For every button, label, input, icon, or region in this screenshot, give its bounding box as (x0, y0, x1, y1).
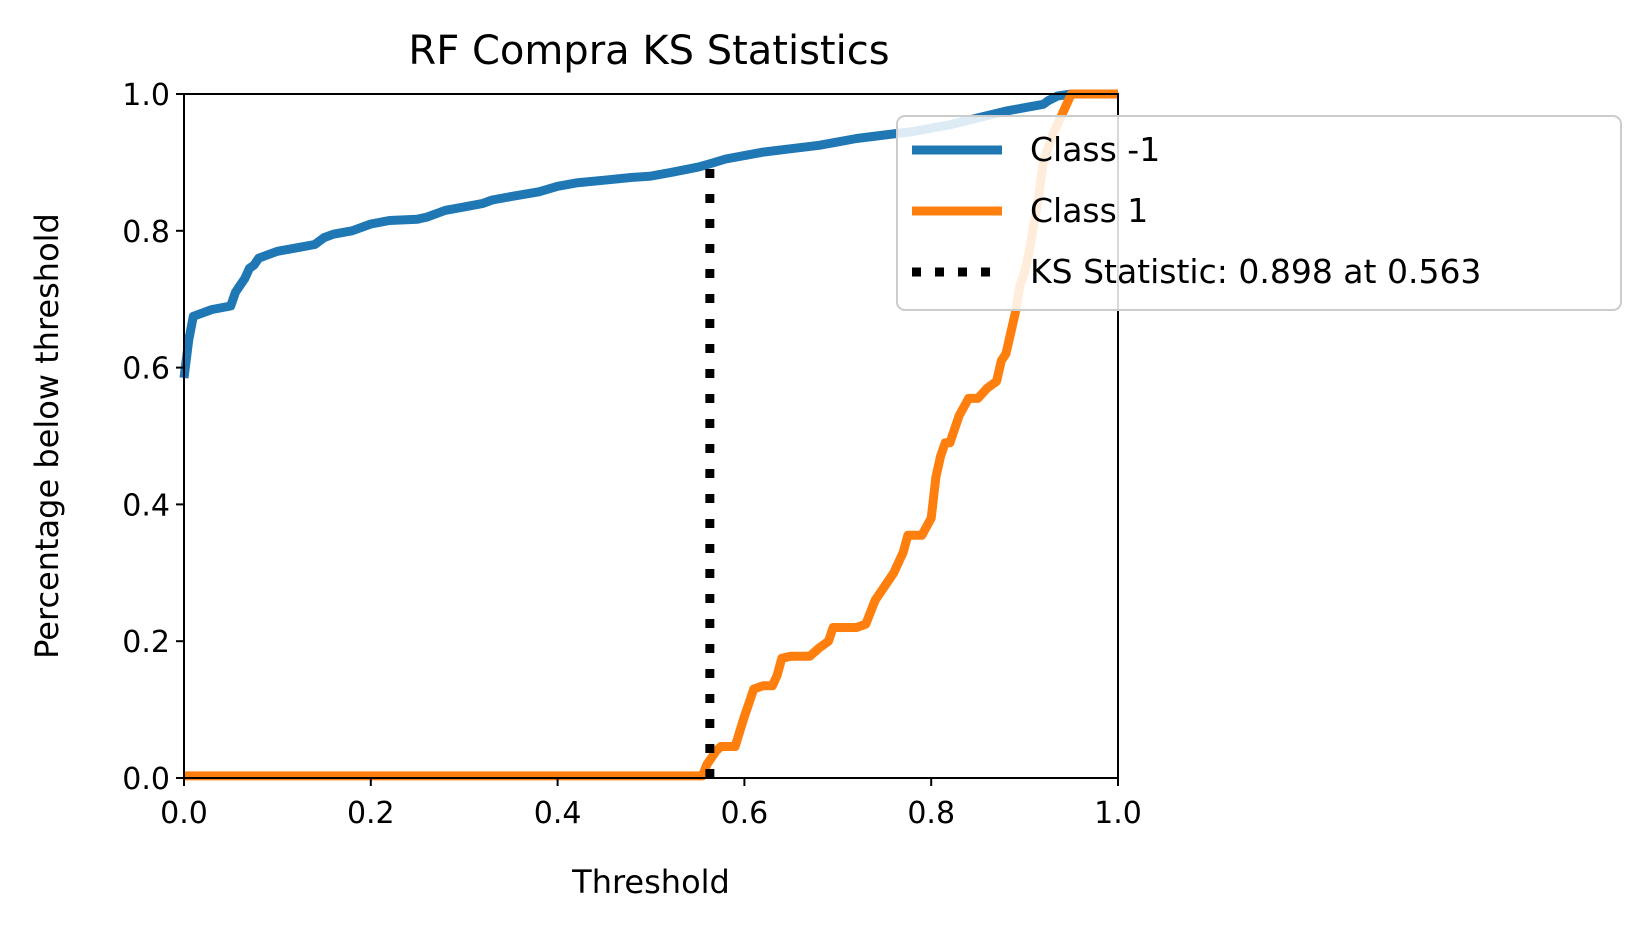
legend-label-class-1: Class 1 (1030, 191, 1148, 230)
y-tick-label: 0.0 (122, 762, 170, 797)
x-tick-label: 0.4 (534, 796, 582, 831)
legend-label-class-neg1: Class -1 (1030, 130, 1160, 169)
legend: Class -1 Class 1 KS Statistic: 0.898 at … (896, 115, 1622, 311)
x-tick-label: 0.8 (907, 796, 955, 831)
x-axis: 0.0 0.2 0.4 0.6 0.8 1.0 (160, 778, 1142, 831)
y-tick-label: 1.0 (122, 78, 170, 113)
legend-box (896, 115, 1622, 311)
y-tick-label: 0.2 (122, 625, 170, 660)
y-axis: 0.0 0.2 0.4 0.6 0.8 1.0 (122, 78, 184, 797)
chart-title: RF Compra KS Statistics (408, 28, 889, 74)
x-tick-label: 1.0 (1094, 796, 1142, 831)
x-tick-label: 0.0 (160, 796, 208, 831)
y-axis-title: Percentage below threshold (28, 213, 66, 659)
x-tick-label: 0.6 (721, 796, 769, 831)
plot-area-frame (183, 93, 1119, 779)
x-axis-title: Threshold (571, 863, 730, 901)
legend-label-ks-statistic: KS Statistic: 0.898 at 0.563 (1030, 252, 1481, 291)
y-tick-label: 0.8 (122, 215, 170, 250)
y-tick-label: 0.4 (122, 488, 170, 523)
y-tick-label: 0.6 (122, 352, 170, 387)
x-tick-label: 0.2 (347, 796, 395, 831)
